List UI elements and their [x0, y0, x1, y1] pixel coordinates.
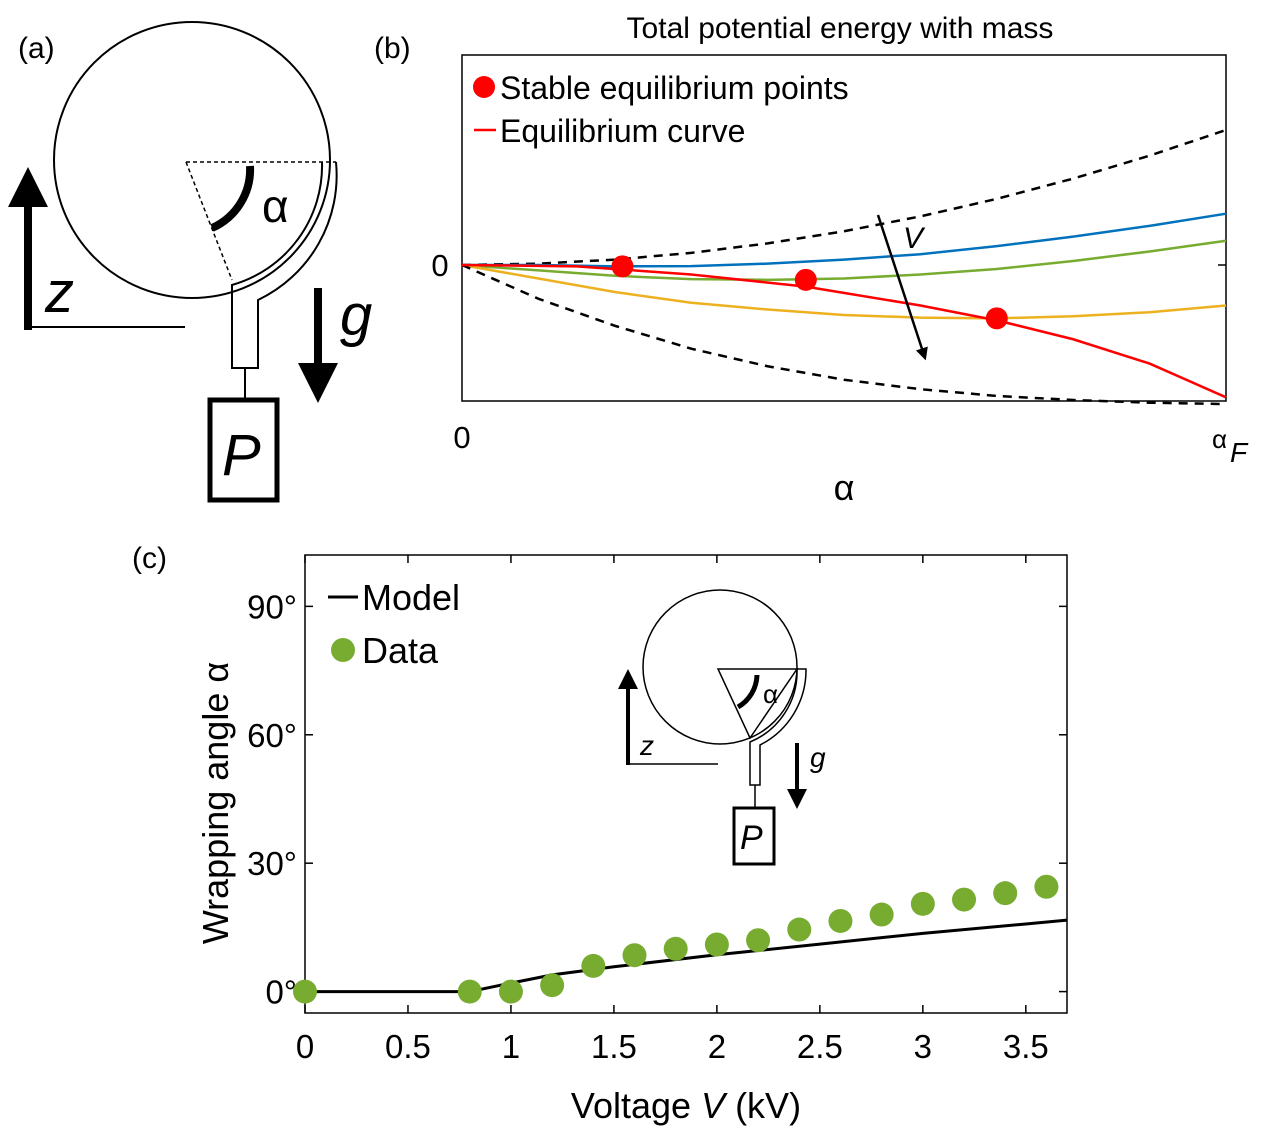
x-tick-label: 0.5 [385, 1028, 431, 1065]
inset-g-symbol: g [810, 742, 826, 773]
data-point [746, 928, 771, 953]
alpha-symbol: α [262, 180, 289, 232]
x-tick-label: 3 [914, 1028, 932, 1065]
inset-angle-triangle [716, 668, 799, 740]
legend-stable-marker [473, 76, 495, 98]
x-tick-label: 2 [708, 1028, 726, 1065]
panel-c-axes [304, 554, 1068, 1014]
energy-curve-yellow [461, 263, 1227, 320]
data-point [1034, 874, 1059, 899]
panel-b-label: (b) [374, 32, 411, 65]
data-point [704, 932, 729, 957]
legend-model-label: Model [362, 577, 460, 618]
inset-z-symbol: z [639, 730, 654, 761]
z-symbol: z [44, 260, 74, 325]
legend-data-marker [331, 638, 355, 662]
panel-b-plot [461, 128, 1227, 406]
x-tick-label: 3.5 [1003, 1028, 1049, 1065]
data-point [869, 902, 894, 927]
legend-curve-label: Equilibrium curve [500, 113, 745, 149]
data-point [952, 887, 977, 912]
stable-equilibrium-point [794, 268, 817, 291]
inset-schematic: α P z g [618, 589, 826, 866]
panel-c-label: (c) [132, 542, 167, 575]
panel-c-x-label: Voltage V (kV) [571, 1085, 801, 1126]
panel-b: (b) Total potential energy with mass 0 0… [374, 12, 1249, 508]
panel-b-axes [461, 54, 1227, 402]
panel-c: (c) 0 0.5 1 1.5 2 2.5 3 3.5 0° 30° 60° 90° Voltage … [132, 542, 1068, 1126]
data-point [457, 979, 482, 1004]
x-tick-label: 1.5 [591, 1028, 637, 1065]
voltage-arrow-label: V [903, 222, 926, 255]
data-point [910, 891, 935, 916]
y-tick-label: 90° [247, 588, 297, 625]
y-tick-label: 30° [247, 845, 297, 882]
voltage-arrow [876, 214, 928, 361]
inset-alpha-symbol: α [763, 679, 778, 709]
y-tick-label: 60° [247, 717, 297, 754]
energy-lower-bound [461, 263, 1227, 406]
inset-film [749, 668, 807, 786]
panel-c-plot [293, 874, 1068, 1004]
gravity-symbol: g [340, 283, 372, 348]
x-tick-label: 0 [296, 1028, 314, 1065]
angle-reference-lines [185, 161, 336, 281]
panel-b-ytick-zero: 0 [431, 248, 448, 283]
stable-equilibrium-point [611, 255, 634, 278]
data-point [663, 936, 688, 961]
panel-b-xtick-zero: 0 [453, 420, 470, 455]
panel-b-xtick-end: α F [1212, 424, 1249, 468]
energy-curve-blue [462, 212, 1227, 268]
x-tick-label: 2.5 [797, 1028, 843, 1065]
panel-c-legend: Model Data [328, 577, 460, 671]
inset-alpha-arc [736, 674, 760, 710]
x-label-suffix: (kV) [725, 1085, 801, 1126]
panel-a-label: (a) [18, 32, 55, 65]
panel-b-x-label: α [834, 467, 855, 508]
data-point [828, 908, 853, 933]
data-point [293, 979, 317, 1004]
data-point [787, 917, 812, 942]
panel-c-ticks: 0 0.5 1 1.5 2 2.5 3 3.5 0° 30° 60° 90° [247, 555, 1067, 1065]
data-point [581, 953, 606, 978]
payload-box [207, 397, 280, 503]
y-tick-label: 0° [265, 974, 297, 1011]
x-tick-label: 1 [502, 1028, 520, 1065]
panel-b-legend: Stable equilibrium points Equilibrium cu… [473, 70, 849, 149]
x-label-prefix: Voltage [571, 1085, 701, 1126]
x-label-var: V [701, 1085, 728, 1126]
energy-curve-green [461, 239, 1227, 282]
panel-c-y-label: Wrapping angle α [195, 662, 236, 944]
inset-payload-symbol: P [740, 819, 763, 857]
payload-symbol: P [222, 423, 261, 488]
stable-equilibrium-point [985, 307, 1008, 330]
roller-circle [53, 21, 331, 299]
inset-circle [642, 589, 798, 745]
data-point [993, 881, 1018, 906]
panel-b-xtick-end-base: α [1212, 424, 1227, 454]
alpha-arc [210, 165, 255, 232]
data-point [540, 973, 565, 998]
legend-stable-label: Stable equilibrium points [500, 70, 849, 106]
panel-a: (a) α P z g [7, 21, 372, 503]
data-point [622, 943, 647, 968]
legend-data-label: Data [362, 630, 439, 671]
panel-b-title: Total potential energy with mass [627, 12, 1054, 45]
model-line [305, 918, 1068, 994]
inset-payload-box [732, 806, 776, 866]
data-point [498, 979, 523, 1004]
energy-upper-bound [461, 128, 1227, 267]
panel-b-xtick-end-sub: F [1230, 437, 1249, 468]
